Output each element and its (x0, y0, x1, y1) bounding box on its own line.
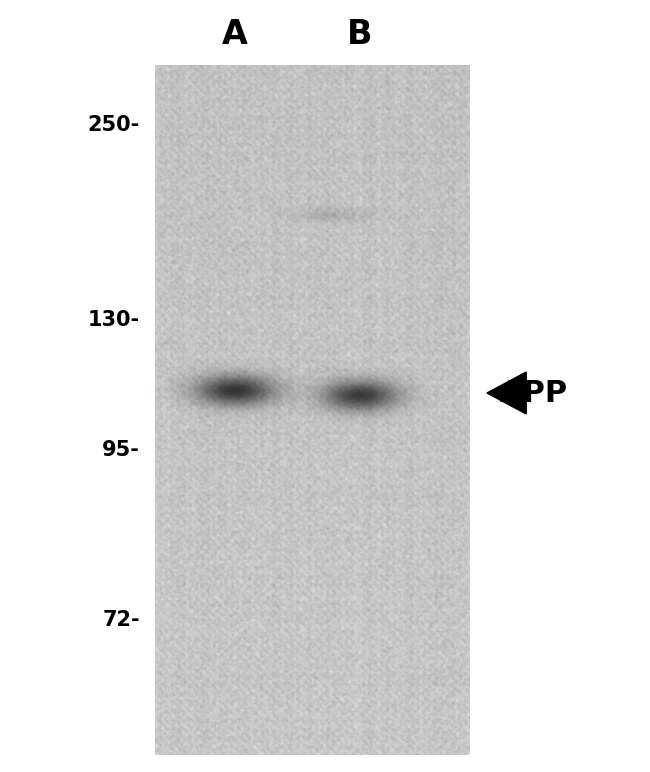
Text: A: A (222, 19, 248, 52)
Text: 130-: 130- (88, 310, 140, 330)
Text: B: B (347, 19, 372, 52)
Text: APP: APP (500, 378, 568, 408)
Text: 95-: 95- (102, 440, 140, 460)
Text: 250-: 250- (88, 115, 140, 135)
Polygon shape (487, 372, 526, 414)
Text: 72-: 72- (103, 610, 140, 630)
